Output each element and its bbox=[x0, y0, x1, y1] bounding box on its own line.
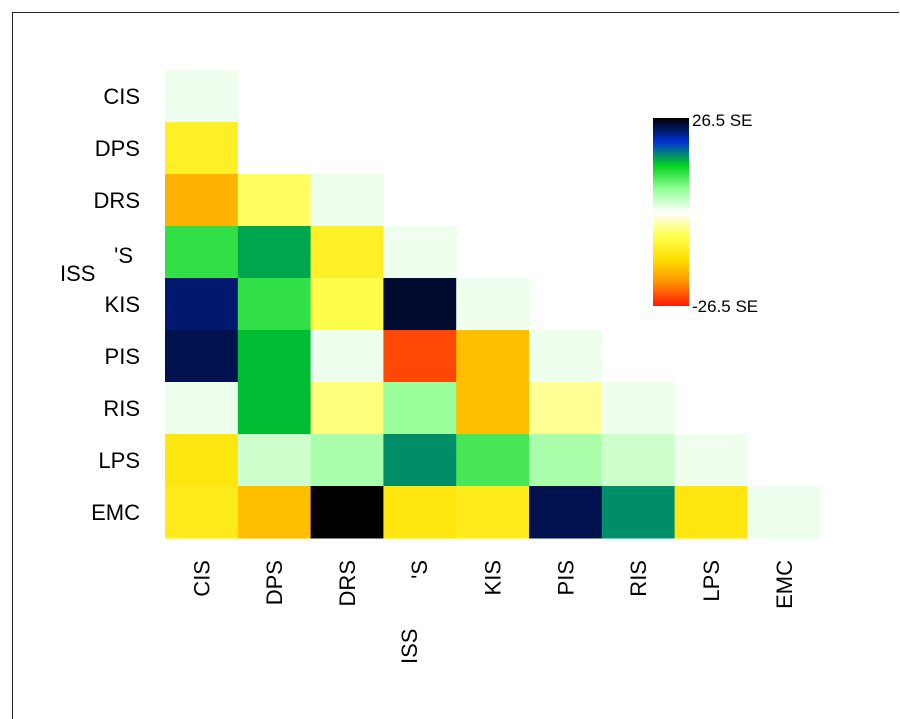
heatmap-cell-lps-lps bbox=[674, 434, 748, 487]
heatmap-cell-pis-pis bbox=[529, 330, 603, 383]
column-label-dps: DPS bbox=[262, 560, 287, 605]
heatmap-cell-ris-kis bbox=[456, 382, 530, 435]
column-label-pis: PIS bbox=[553, 560, 578, 595]
column-labels: CIS DPS DRS KIS PIS RIS LPS EMC bbox=[189, 560, 796, 609]
colorbar: 26.5 SE -26.5 SE bbox=[653, 111, 758, 316]
heatmap-cell-iss-iss bbox=[383, 226, 457, 279]
heatmap-cells bbox=[165, 70, 821, 539]
colorbar-max-label: 26.5 SE bbox=[692, 111, 753, 130]
heatmap-cell-dps-dps bbox=[237, 122, 312, 175]
row-label-dps: DPS bbox=[95, 136, 140, 161]
column-label-lps: LPS bbox=[699, 560, 724, 602]
heatmap-cell-ris-ris bbox=[601, 382, 676, 435]
column-label-fragment: 'S bbox=[407, 560, 432, 579]
column-label-ris: RIS bbox=[626, 560, 651, 597]
heatmap-cell-emc-lps bbox=[674, 486, 748, 539]
plot-frame bbox=[12, 12, 899, 719]
column-label-iss-overlay: ISS bbox=[397, 618, 422, 664]
colorbar-min-label: -26.5 SE bbox=[692, 297, 758, 316]
heatmap-cell-lps-kis bbox=[456, 434, 530, 487]
heatmap-cell-ris-pis bbox=[529, 382, 603, 435]
heatmap-cell-kis-kis bbox=[456, 278, 530, 331]
heatmap-cell-ris-cis bbox=[165, 382, 239, 435]
heatmap-cell-iss-cis bbox=[165, 226, 239, 279]
row-label-drs: DRS bbox=[94, 188, 140, 213]
column-label-cis: CIS bbox=[189, 560, 214, 597]
heatmap-cell-iss-drs bbox=[310, 226, 384, 279]
heatmap-cell-pis-kis bbox=[456, 330, 530, 383]
heatmap-cell-emc-drs bbox=[310, 486, 384, 539]
heatmap-cell-ris-iss bbox=[383, 382, 457, 435]
row-label-pis: PIS bbox=[105, 344, 140, 369]
row-label-cis: CIS bbox=[103, 84, 140, 109]
heatmap-cell-pis-drs bbox=[310, 330, 384, 383]
heatmap-cell-emc-kis bbox=[456, 486, 530, 539]
heatmap-cell-dps-cis bbox=[165, 122, 239, 175]
heatmap-cell-kis-cis bbox=[165, 278, 239, 331]
column-label-drs: DRS bbox=[335, 560, 360, 606]
heatmap-cell-emc-pis bbox=[529, 486, 603, 539]
row-label-lps: LPS bbox=[98, 448, 140, 473]
heatmap-cell-lps-drs bbox=[310, 434, 384, 487]
heatmap-cell-kis-drs bbox=[310, 278, 384, 331]
heatmap-cell-kis-iss bbox=[383, 278, 457, 331]
column-label-emc: EMC bbox=[772, 560, 797, 609]
heatmap-cell-pis-cis bbox=[165, 330, 239, 383]
column-label-kis: KIS bbox=[481, 560, 506, 595]
heatmap-cell-lps-ris bbox=[601, 434, 676, 487]
heatmap-cell-emc-dps bbox=[237, 486, 312, 539]
heatmap-cell-drs-cis bbox=[165, 174, 239, 227]
heatmap-cell-cis-cis bbox=[165, 70, 239, 123]
heatmap-cell-lps-pis bbox=[529, 434, 603, 487]
heatmap-cell-lps-dps bbox=[237, 434, 312, 487]
row-label-fragment: 'S bbox=[114, 243, 133, 268]
heatmap-cell-kis-dps bbox=[237, 278, 312, 331]
heatmap-cell-ris-dps bbox=[237, 382, 312, 435]
heatmap-cell-lps-iss bbox=[383, 434, 457, 487]
heatmap-cell-ris-drs bbox=[310, 382, 384, 435]
heatmap-cell-pis-iss bbox=[383, 330, 457, 383]
heatmap-cell-emc-ris bbox=[601, 486, 676, 539]
heatmap-cell-drs-drs bbox=[310, 174, 384, 227]
row-label-iss-overlay: ISS bbox=[60, 261, 96, 286]
heatmap-cell-pis-dps bbox=[237, 330, 312, 383]
heatmap-cell-drs-dps bbox=[237, 174, 312, 227]
row-label-ris: RIS bbox=[103, 396, 140, 421]
heatmap-cell-lps-cis bbox=[165, 434, 239, 487]
heatmap-cell-emc-cis bbox=[165, 486, 239, 539]
row-labels: CIS DPS DRS KIS PIS RIS LPS EMC bbox=[91, 84, 140, 525]
heatmap-cell-iss-dps bbox=[237, 226, 312, 279]
heatmap-cell-emc-iss bbox=[383, 486, 457, 539]
row-label-kis: KIS bbox=[105, 292, 140, 317]
row-label-emc: EMC bbox=[91, 500, 140, 525]
heatmap-cell-emc-emc bbox=[747, 486, 821, 539]
colorbar-gradient bbox=[653, 118, 689, 306]
